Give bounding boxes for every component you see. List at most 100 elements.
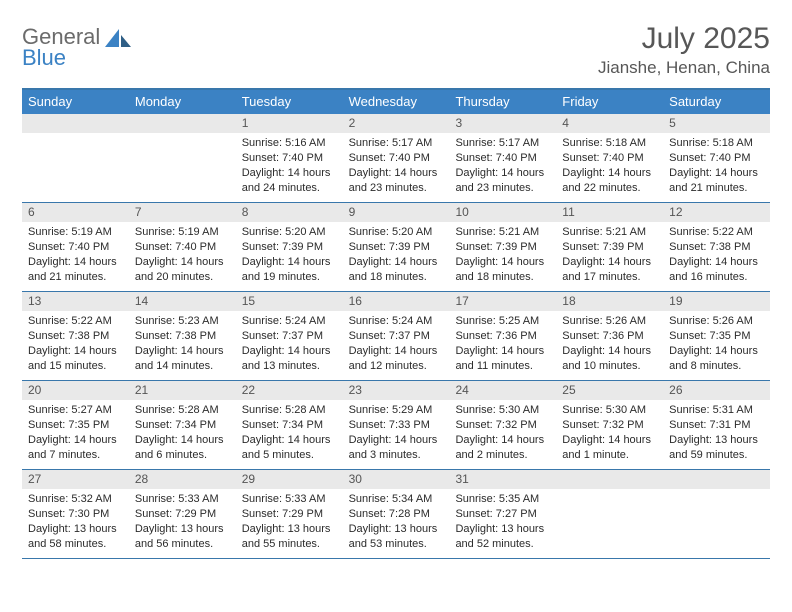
day-details: Sunrise: 5:18 AMSunset: 7:40 PMDaylight:… <box>556 133 663 199</box>
day-details: Sunrise: 5:30 AMSunset: 7:32 PMDaylight:… <box>556 400 663 466</box>
day-cell: 25Sunrise: 5:30 AMSunset: 7:32 PMDayligh… <box>556 381 663 469</box>
day-number <box>129 114 236 133</box>
location: Jianshe, Henan, China <box>598 58 770 78</box>
day-cell: 20Sunrise: 5:27 AMSunset: 7:35 PMDayligh… <box>22 381 129 469</box>
day-number: 5 <box>663 114 770 133</box>
day-cell: 3Sunrise: 5:17 AMSunset: 7:40 PMDaylight… <box>449 114 556 202</box>
day-cell: 14Sunrise: 5:23 AMSunset: 7:38 PMDayligh… <box>129 292 236 380</box>
day-number: 16 <box>343 292 450 311</box>
day-cell <box>556 470 663 558</box>
day-cell <box>22 114 129 202</box>
day-number: 6 <box>22 203 129 222</box>
day-details: Sunrise: 5:26 AMSunset: 7:36 PMDaylight:… <box>556 311 663 377</box>
day-number <box>663 470 770 489</box>
day-number: 31 <box>449 470 556 489</box>
day-header: Friday <box>556 90 663 114</box>
header: General Blue July 2025 Jianshe, Henan, C… <box>22 22 770 78</box>
day-cell: 19Sunrise: 5:26 AMSunset: 7:35 PMDayligh… <box>663 292 770 380</box>
day-details: Sunrise: 5:24 AMSunset: 7:37 PMDaylight:… <box>236 311 343 377</box>
day-details: Sunrise: 5:35 AMSunset: 7:27 PMDaylight:… <box>449 489 556 555</box>
day-details: Sunrise: 5:28 AMSunset: 7:34 PMDaylight:… <box>129 400 236 466</box>
day-details: Sunrise: 5:33 AMSunset: 7:29 PMDaylight:… <box>129 489 236 555</box>
day-details: Sunrise: 5:34 AMSunset: 7:28 PMDaylight:… <box>343 489 450 555</box>
day-details: Sunrise: 5:28 AMSunset: 7:34 PMDaylight:… <box>236 400 343 466</box>
day-cell: 18Sunrise: 5:26 AMSunset: 7:36 PMDayligh… <box>556 292 663 380</box>
day-details: Sunrise: 5:33 AMSunset: 7:29 PMDaylight:… <box>236 489 343 555</box>
day-cell: 5Sunrise: 5:18 AMSunset: 7:40 PMDaylight… <box>663 114 770 202</box>
day-cell: 21Sunrise: 5:28 AMSunset: 7:34 PMDayligh… <box>129 381 236 469</box>
day-number: 29 <box>236 470 343 489</box>
day-header: Thursday <box>449 90 556 114</box>
day-number: 21 <box>129 381 236 400</box>
month-title: July 2025 <box>598 22 770 56</box>
day-number: 11 <box>556 203 663 222</box>
day-number: 14 <box>129 292 236 311</box>
day-number <box>556 470 663 489</box>
week-row: 20Sunrise: 5:27 AMSunset: 7:35 PMDayligh… <box>22 381 770 470</box>
day-details: Sunrise: 5:24 AMSunset: 7:37 PMDaylight:… <box>343 311 450 377</box>
day-cell: 4Sunrise: 5:18 AMSunset: 7:40 PMDaylight… <box>556 114 663 202</box>
day-cell: 15Sunrise: 5:24 AMSunset: 7:37 PMDayligh… <box>236 292 343 380</box>
day-number: 23 <box>343 381 450 400</box>
day-details: Sunrise: 5:21 AMSunset: 7:39 PMDaylight:… <box>556 222 663 288</box>
week-row: 27Sunrise: 5:32 AMSunset: 7:30 PMDayligh… <box>22 470 770 559</box>
day-number: 22 <box>236 381 343 400</box>
day-details: Sunrise: 5:27 AMSunset: 7:35 PMDaylight:… <box>22 400 129 466</box>
day-number: 7 <box>129 203 236 222</box>
day-number: 28 <box>129 470 236 489</box>
day-cell: 13Sunrise: 5:22 AMSunset: 7:38 PMDayligh… <box>22 292 129 380</box>
day-details: Sunrise: 5:26 AMSunset: 7:35 PMDaylight:… <box>663 311 770 377</box>
day-number: 18 <box>556 292 663 311</box>
calendar: SundayMondayTuesdayWednesdayThursdayFrid… <box>22 88 770 559</box>
day-details: Sunrise: 5:31 AMSunset: 7:31 PMDaylight:… <box>663 400 770 466</box>
day-details: Sunrise: 5:20 AMSunset: 7:39 PMDaylight:… <box>236 222 343 288</box>
day-details: Sunrise: 5:30 AMSunset: 7:32 PMDaylight:… <box>449 400 556 466</box>
day-details: Sunrise: 5:17 AMSunset: 7:40 PMDaylight:… <box>449 133 556 199</box>
day-number: 13 <box>22 292 129 311</box>
day-cell: 26Sunrise: 5:31 AMSunset: 7:31 PMDayligh… <box>663 381 770 469</box>
logo: General Blue <box>22 22 131 69</box>
day-header: Sunday <box>22 90 129 114</box>
day-cell: 29Sunrise: 5:33 AMSunset: 7:29 PMDayligh… <box>236 470 343 558</box>
day-details: Sunrise: 5:22 AMSunset: 7:38 PMDaylight:… <box>663 222 770 288</box>
day-cell: 2Sunrise: 5:17 AMSunset: 7:40 PMDaylight… <box>343 114 450 202</box>
day-details: Sunrise: 5:21 AMSunset: 7:39 PMDaylight:… <box>449 222 556 288</box>
day-cell: 8Sunrise: 5:20 AMSunset: 7:39 PMDaylight… <box>236 203 343 291</box>
day-cell: 7Sunrise: 5:19 AMSunset: 7:40 PMDaylight… <box>129 203 236 291</box>
day-cell: 23Sunrise: 5:29 AMSunset: 7:33 PMDayligh… <box>343 381 450 469</box>
day-number: 15 <box>236 292 343 311</box>
day-cell <box>663 470 770 558</box>
day-details: Sunrise: 5:16 AMSunset: 7:40 PMDaylight:… <box>236 133 343 199</box>
week-row: 6Sunrise: 5:19 AMSunset: 7:40 PMDaylight… <box>22 203 770 292</box>
day-number: 27 <box>22 470 129 489</box>
day-number: 1 <box>236 114 343 133</box>
day-number: 3 <box>449 114 556 133</box>
day-number: 2 <box>343 114 450 133</box>
day-number: 20 <box>22 381 129 400</box>
day-details: Sunrise: 5:32 AMSunset: 7:30 PMDaylight:… <box>22 489 129 555</box>
day-number: 19 <box>663 292 770 311</box>
day-number: 30 <box>343 470 450 489</box>
day-cell: 22Sunrise: 5:28 AMSunset: 7:34 PMDayligh… <box>236 381 343 469</box>
day-header: Wednesday <box>343 90 450 114</box>
day-details: Sunrise: 5:20 AMSunset: 7:39 PMDaylight:… <box>343 222 450 288</box>
day-details: Sunrise: 5:17 AMSunset: 7:40 PMDaylight:… <box>343 133 450 199</box>
day-cell: 1Sunrise: 5:16 AMSunset: 7:40 PMDaylight… <box>236 114 343 202</box>
day-header-row: SundayMondayTuesdayWednesdayThursdayFrid… <box>22 90 770 114</box>
day-number: 26 <box>663 381 770 400</box>
day-header: Tuesday <box>236 90 343 114</box>
day-details: Sunrise: 5:18 AMSunset: 7:40 PMDaylight:… <box>663 133 770 199</box>
day-header: Monday <box>129 90 236 114</box>
day-cell: 30Sunrise: 5:34 AMSunset: 7:28 PMDayligh… <box>343 470 450 558</box>
title-block: July 2025 Jianshe, Henan, China <box>598 22 770 78</box>
day-cell: 27Sunrise: 5:32 AMSunset: 7:30 PMDayligh… <box>22 470 129 558</box>
day-number: 17 <box>449 292 556 311</box>
day-number: 12 <box>663 203 770 222</box>
day-cell: 31Sunrise: 5:35 AMSunset: 7:27 PMDayligh… <box>449 470 556 558</box>
week-row: 1Sunrise: 5:16 AMSunset: 7:40 PMDaylight… <box>22 114 770 203</box>
day-number: 9 <box>343 203 450 222</box>
day-number: 10 <box>449 203 556 222</box>
day-number: 8 <box>236 203 343 222</box>
day-cell: 11Sunrise: 5:21 AMSunset: 7:39 PMDayligh… <box>556 203 663 291</box>
day-cell: 10Sunrise: 5:21 AMSunset: 7:39 PMDayligh… <box>449 203 556 291</box>
